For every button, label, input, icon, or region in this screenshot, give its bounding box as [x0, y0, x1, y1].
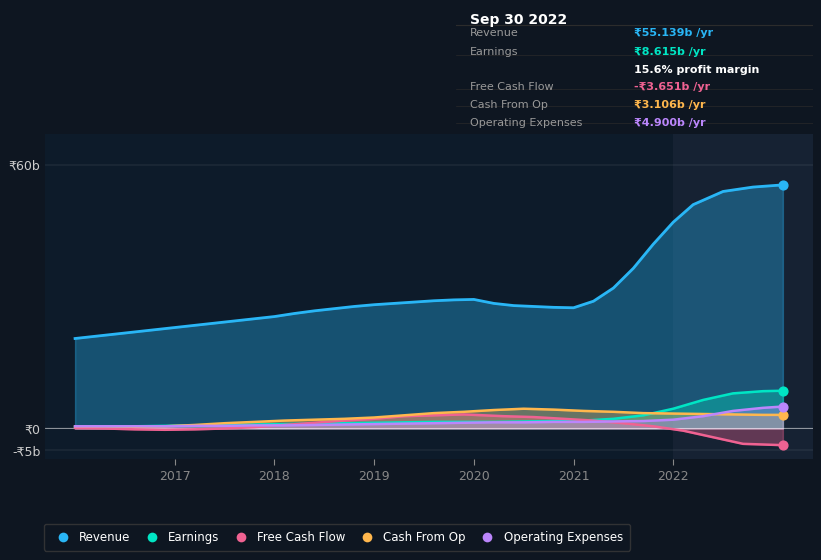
- Point: [777, 402, 790, 411]
- Point: [777, 386, 790, 395]
- Text: ₹55.139b /yr: ₹55.139b /yr: [635, 28, 713, 38]
- Text: ₹3.106b /yr: ₹3.106b /yr: [635, 100, 706, 110]
- Text: Revenue: Revenue: [470, 28, 519, 38]
- Point: [777, 410, 790, 419]
- Text: 15.6% profit margin: 15.6% profit margin: [635, 65, 759, 75]
- Point: [777, 441, 790, 450]
- Text: Sep 30 2022: Sep 30 2022: [470, 13, 567, 27]
- Text: -₹3.651b /yr: -₹3.651b /yr: [635, 82, 710, 92]
- Text: Operating Expenses: Operating Expenses: [470, 118, 582, 128]
- Text: Earnings: Earnings: [470, 47, 518, 57]
- Bar: [673, 134, 813, 459]
- Text: ₹4.900b /yr: ₹4.900b /yr: [635, 118, 706, 128]
- Text: ₹8.615b /yr: ₹8.615b /yr: [635, 47, 706, 57]
- Legend: Revenue, Earnings, Free Cash Flow, Cash From Op, Operating Expenses: Revenue, Earnings, Free Cash Flow, Cash …: [44, 524, 630, 550]
- Text: Cash From Op: Cash From Op: [470, 100, 548, 110]
- Text: Free Cash Flow: Free Cash Flow: [470, 82, 553, 92]
- Point: [777, 180, 790, 189]
